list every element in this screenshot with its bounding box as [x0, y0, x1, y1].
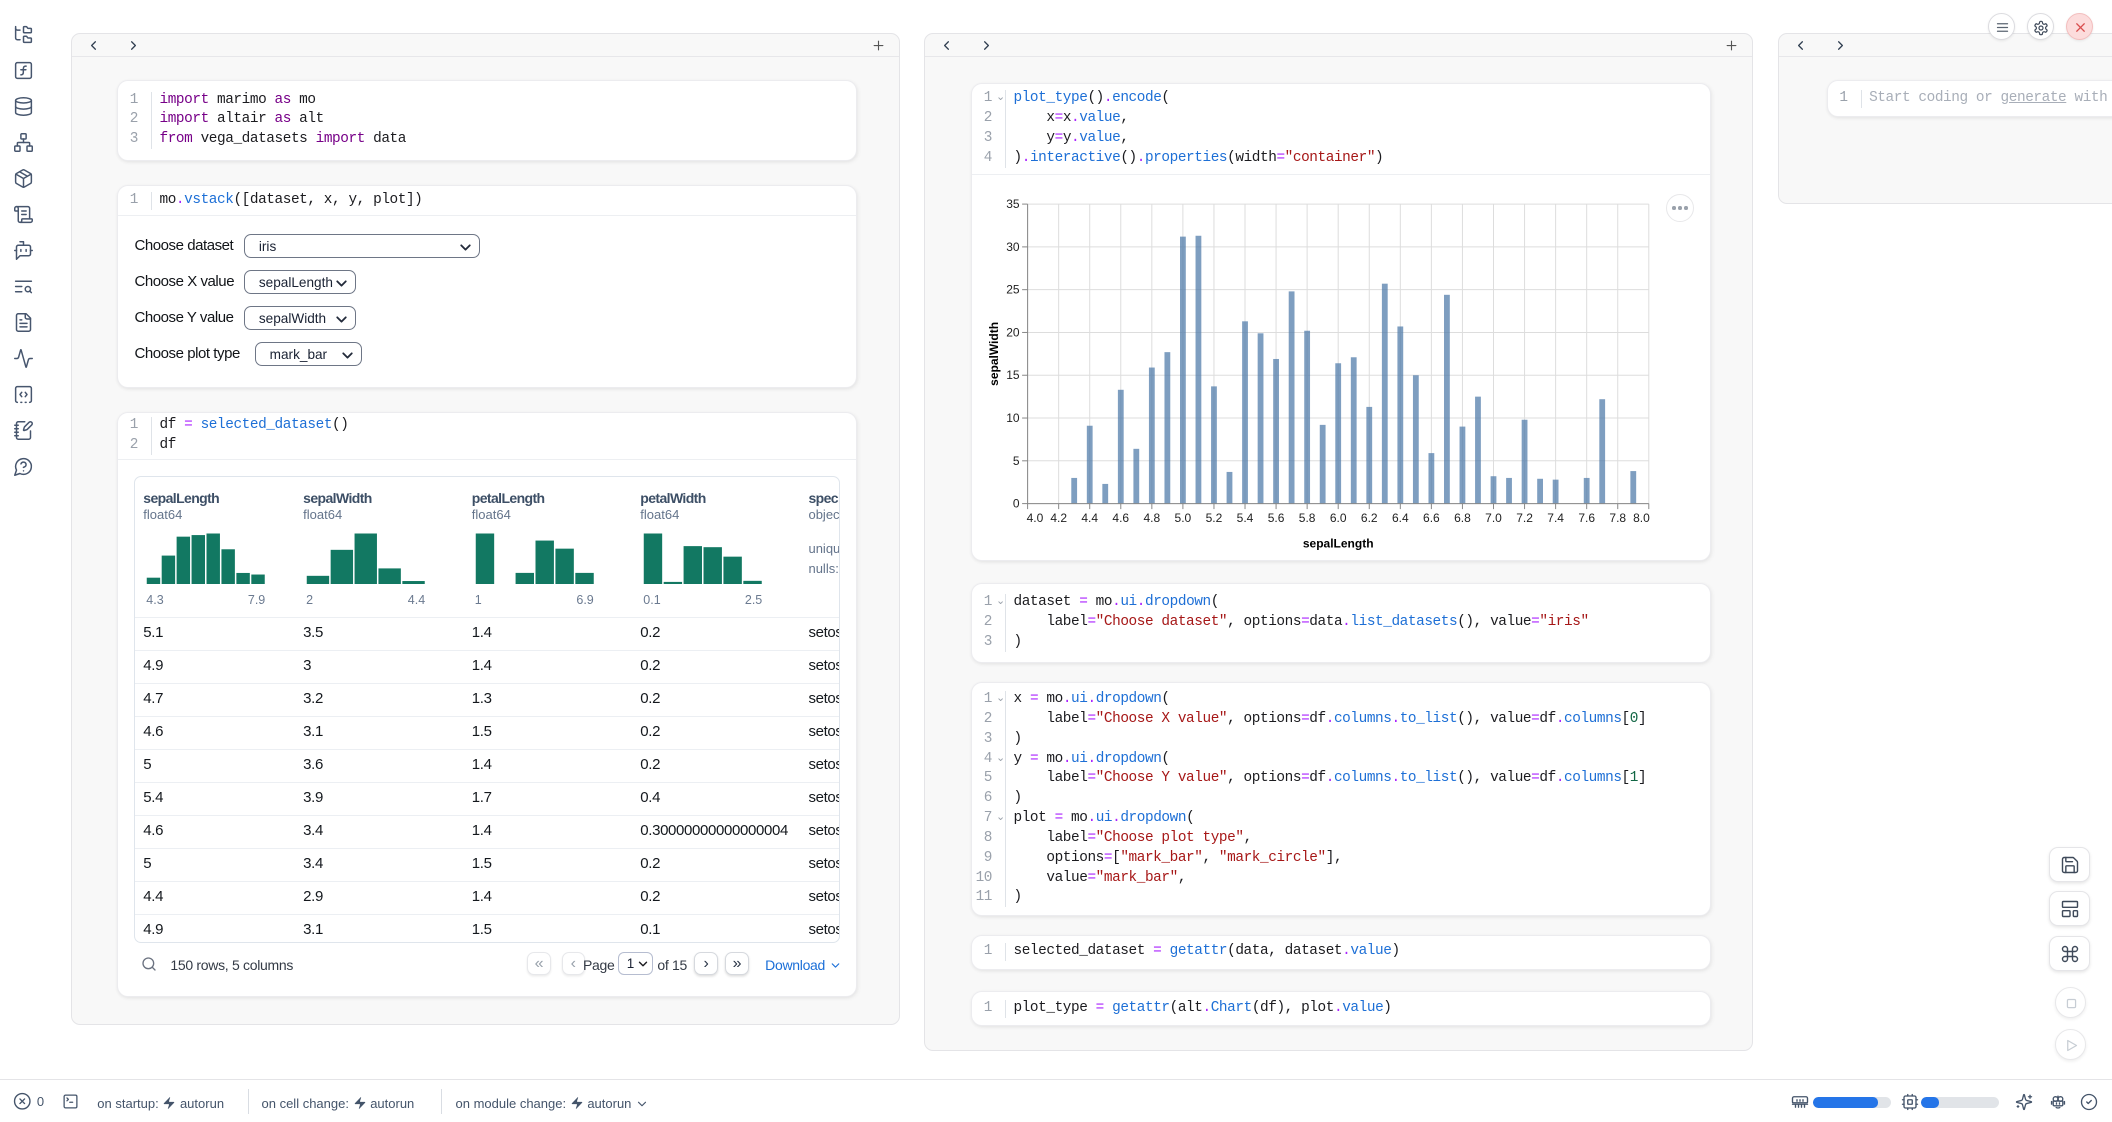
svg-text:7.0: 7.0 — [1485, 511, 1502, 525]
svg-text:25: 25 — [1006, 283, 1020, 297]
svg-text:4.2: 4.2 — [1050, 511, 1067, 525]
svg-text:7.2: 7.2 — [1516, 511, 1533, 525]
svg-text:35: 35 — [1006, 197, 1020, 211]
svg-text:5.0: 5.0 — [1175, 511, 1192, 525]
svg-text:6.2: 6.2 — [1361, 511, 1378, 525]
svg-text:6.0: 6.0 — [1330, 511, 1347, 525]
svg-text:5: 5 — [1013, 454, 1020, 468]
svg-text:5.6: 5.6 — [1268, 511, 1285, 525]
svg-text:4.0: 4.0 — [1027, 511, 1044, 525]
svg-text:4.4: 4.4 — [1081, 511, 1098, 525]
svg-text:7.4: 7.4 — [1547, 511, 1564, 525]
svg-text:5.8: 5.8 — [1299, 511, 1316, 525]
svg-text:5.4: 5.4 — [1237, 511, 1254, 525]
svg-text:0: 0 — [1013, 497, 1020, 511]
svg-text:5.2: 5.2 — [1206, 511, 1223, 525]
svg-text:sepalLength: sepalLength — [1303, 537, 1374, 551]
svg-text:sepalWidth: sepalWidth — [987, 322, 1001, 386]
svg-text:15: 15 — [1006, 369, 1020, 383]
svg-text:6.8: 6.8 — [1454, 511, 1471, 525]
svg-text:7.6: 7.6 — [1578, 511, 1595, 525]
svg-text:4.8: 4.8 — [1143, 511, 1160, 525]
svg-text:20: 20 — [1006, 326, 1020, 340]
svg-text:6.4: 6.4 — [1392, 511, 1409, 525]
svg-text:30: 30 — [1006, 240, 1020, 254]
svg-text:6.6: 6.6 — [1423, 511, 1440, 525]
svg-text:7.8: 7.8 — [1609, 511, 1626, 525]
svg-text:4.6: 4.6 — [1112, 511, 1129, 525]
svg-text:8.0: 8.0 — [1633, 511, 1650, 525]
svg-text:10: 10 — [1006, 411, 1020, 425]
